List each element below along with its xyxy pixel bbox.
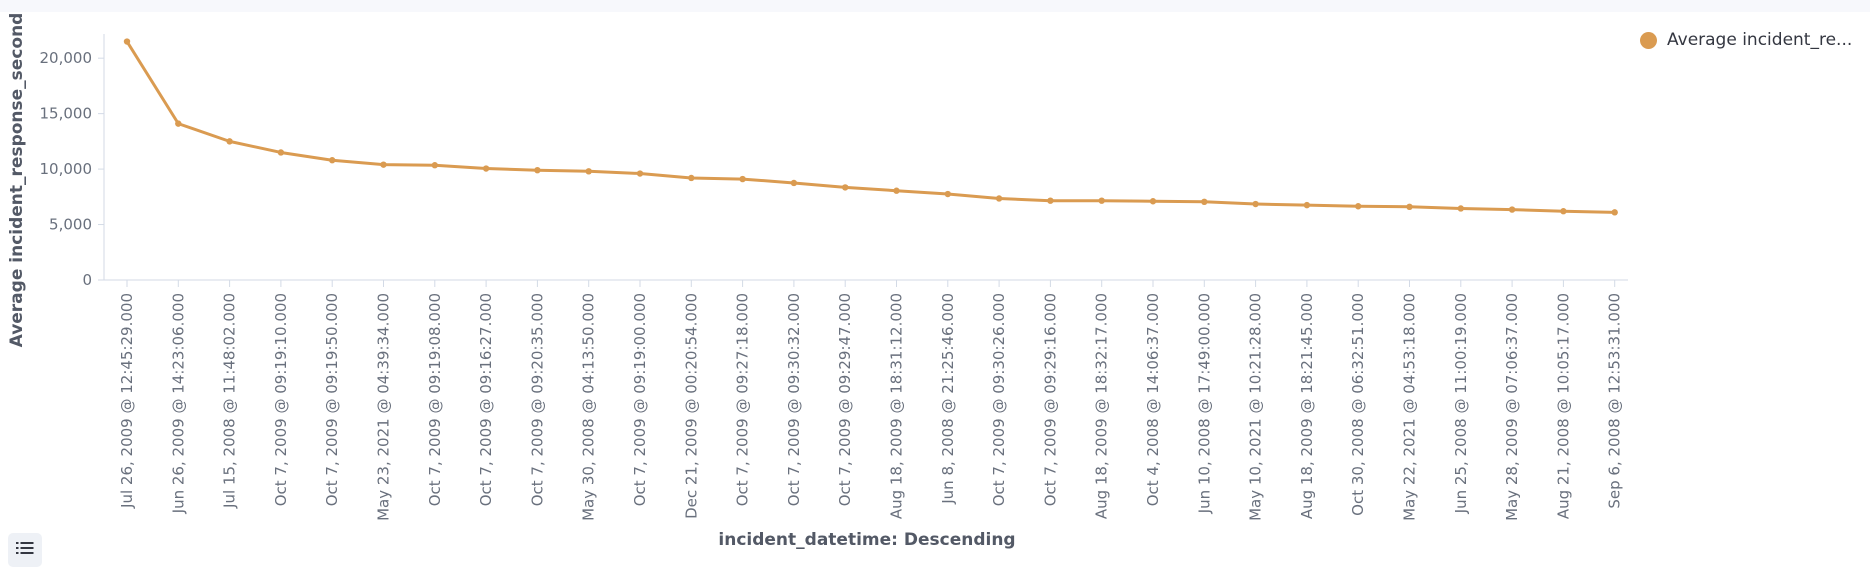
x-tick-label: Oct 7, 2009 @ 09:16:27.000 xyxy=(477,293,495,506)
y-axis-ticks: 0 5,000 10,000 15,000 20,000 xyxy=(40,49,104,289)
x-tick-label: Dec 21, 2009 @ 00:20:54.000 xyxy=(682,293,700,519)
list-icon xyxy=(16,540,34,560)
x-tick-label: Aug 21, 2008 @ 10:05:17.000 xyxy=(1554,293,1572,519)
x-tick-label: Oct 7, 2009 @ 09:20:35.000 xyxy=(528,293,546,506)
chart-series xyxy=(123,38,1618,216)
x-tick-label: Jul 26, 2009 @ 12:45:29.000 xyxy=(118,293,136,509)
x-tick-label: Sep 6, 2008 @ 12:53:31.000 xyxy=(1606,293,1624,509)
data-point xyxy=(1201,198,1208,206)
data-point xyxy=(1098,197,1105,204)
x-tick-label: May 30, 2008 @ 04:13:50.000 xyxy=(580,293,598,521)
data-point xyxy=(1047,197,1054,204)
x-tick-label: Jun 10, 2008 @ 17:49:00.000 xyxy=(1195,293,1213,514)
x-tick-label: May 28, 2009 @ 07:06:37.000 xyxy=(1503,293,1521,521)
data-point xyxy=(1457,205,1465,212)
data-point xyxy=(123,38,131,45)
x-tick-label: Oct 7, 2009 @ 09:19:08.000 xyxy=(426,293,444,506)
data-point xyxy=(226,138,233,145)
data-point xyxy=(482,165,490,172)
x-tick-label: May 23, 2021 @ 04:39:34.000 xyxy=(375,293,393,521)
data-point xyxy=(585,168,592,175)
data-point xyxy=(893,187,900,194)
data-point xyxy=(1508,206,1516,213)
y-tick-label: 10,000 xyxy=(40,160,93,178)
data-point xyxy=(1149,198,1157,205)
x-axis-title: incident_datetime: Descending xyxy=(718,530,1015,550)
data-point xyxy=(636,170,644,177)
data-point xyxy=(995,195,1003,202)
data-point xyxy=(1355,203,1362,210)
series-line xyxy=(125,40,1615,214)
data-point xyxy=(688,174,695,182)
x-tick-label: Jun 25, 2008 @ 11:00:19.000 xyxy=(1452,293,1470,514)
x-axis-ticks: Jul 26, 2009 @ 12:45:29.000 Jun 26, 2009 … xyxy=(118,280,1624,521)
data-point xyxy=(944,190,951,198)
x-tick-label: Oct 4, 2008 @ 14:06:37.000 xyxy=(1144,293,1162,506)
x-tick-label: May 10, 2021 @ 10:21:28.000 xyxy=(1247,293,1265,521)
x-tick-label: Oct 7, 2009 @ 09:19:50.000 xyxy=(323,293,341,506)
x-tick-label: Oct 7, 2009 @ 09:29:16.000 xyxy=(1041,293,1059,506)
data-point xyxy=(1560,208,1567,215)
legend-toggle-button[interactable] xyxy=(8,533,42,567)
chart-axes xyxy=(103,34,1628,281)
data-point xyxy=(431,162,438,169)
x-tick-label: Jul 15, 2008 @ 11:48:02.000 xyxy=(221,293,239,509)
y-tick-label: 20,000 xyxy=(40,49,93,67)
data-point xyxy=(1252,200,1259,208)
data-point xyxy=(175,120,182,127)
x-tick-label: Jun 26, 2009 @ 14:23:06.000 xyxy=(169,293,187,514)
x-tick-label: Aug 18, 2009 @ 18:21:45.000 xyxy=(1298,293,1316,519)
data-point xyxy=(1303,201,1311,209)
data-point xyxy=(790,179,798,187)
y-tick-label: 0 xyxy=(82,271,92,289)
x-tick-label: Oct 7, 2009 @ 09:19:00.000 xyxy=(631,293,649,506)
data-point xyxy=(329,157,336,164)
legend-label: Average incident_re... xyxy=(1667,30,1853,50)
data-point xyxy=(1406,203,1413,210)
y-tick-label: 15,000 xyxy=(40,105,93,123)
x-tick-label: May 22, 2021 @ 04:53:18.000 xyxy=(1401,293,1419,521)
data-point xyxy=(534,167,541,174)
data-point xyxy=(842,184,849,191)
legend-color-dot xyxy=(1640,31,1657,49)
y-axis-title: Average incident_response_second xyxy=(7,13,27,348)
x-tick-label: Oct 7, 2009 @ 09:30:26.000 xyxy=(990,293,1008,506)
x-tick-label: Oct 7, 2009 @ 09:30:32.000 xyxy=(785,293,803,506)
x-tick-label: Aug 18, 2009 @ 18:32:17.000 xyxy=(1093,293,1111,519)
top-bar xyxy=(0,0,1870,12)
x-tick-label: Jun 8, 2008 @ 21:25:46.000 xyxy=(939,293,957,505)
x-tick-label: Oct 7, 2009 @ 09:29:47.000 xyxy=(836,293,854,506)
data-point xyxy=(380,161,387,168)
x-tick-label: Oct 30, 2008 @ 06:32:51.000 xyxy=(1349,293,1367,516)
x-tick-label: Oct 7, 2009 @ 09:27:18.000 xyxy=(734,293,752,506)
data-point xyxy=(1611,209,1618,216)
x-tick-label: Aug 18, 2009 @ 18:31:12.000 xyxy=(888,293,906,519)
y-tick-label: 5,000 xyxy=(49,216,92,234)
data-point xyxy=(277,149,285,156)
data-point xyxy=(739,175,746,183)
x-tick-label: Oct 7, 2009 @ 09:19:10.000 xyxy=(272,293,290,506)
legend-item[interactable]: Average incident_re... xyxy=(1640,30,1852,50)
